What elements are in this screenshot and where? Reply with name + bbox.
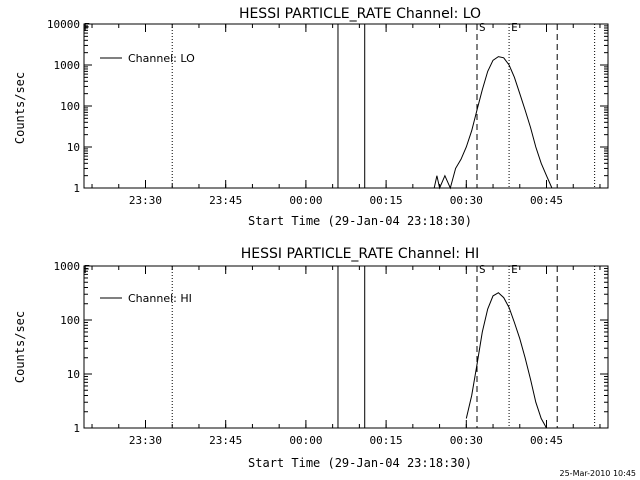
timestamp: 25-Mar-2010 10:45: [560, 469, 637, 478]
y-tick-label: 1: [73, 182, 80, 195]
flag-marker-f: F: [83, 263, 90, 276]
x-tick-label: 00:15: [370, 434, 403, 447]
x-tick-label: 23:30: [129, 194, 162, 207]
y-tick-label: 1000: [54, 260, 81, 273]
x-axis-label: Start Time (29-Jan-04 23:18:30): [248, 214, 472, 228]
x-tick-label: 00:45: [530, 194, 563, 207]
x-tick-label: 00:00: [289, 194, 322, 207]
x-tick-label: 00:15: [370, 194, 403, 207]
series-line: [465, 292, 547, 429]
chart-title: HESSI PARTICLE_RATE Channel: HI: [241, 246, 479, 262]
x-tick-label: 00:30: [450, 434, 483, 447]
x-tick-label: 00:45: [530, 434, 563, 447]
y-axis-label: Counts/sec: [13, 311, 27, 383]
series-line: [433, 56, 553, 190]
y-tick-label: 1000: [54, 59, 81, 72]
y-tick-label: 1: [73, 422, 80, 435]
y-axis-label: Counts/sec: [13, 72, 27, 144]
legend-label: Channel: HI: [128, 292, 192, 305]
y-tick-label: 100: [60, 100, 80, 113]
flag-marker-s: S: [479, 21, 486, 34]
x-tick-label: 23:30: [129, 434, 162, 447]
flag-marker-f: F: [83, 21, 90, 34]
chart-title: HESSI PARTICLE_RATE Channel: LO: [239, 6, 481, 22]
y-tick-label: 10000: [47, 18, 80, 31]
y-tick-label: 100: [60, 314, 80, 327]
plot-frame: [83, 265, 609, 429]
y-tick-label: 10: [67, 141, 80, 154]
x-tick-label: 23:45: [209, 194, 242, 207]
panel-hi: HESSI PARTICLE_RATE Channel: HI Start Ti…: [13, 246, 609, 470]
x-axis-label: Start Time (29-Jan-04 23:18:30): [248, 456, 472, 470]
x-tick-label: 00:00: [289, 434, 322, 447]
flag-marker-e: E: [511, 21, 518, 34]
flag-marker-s: S: [479, 263, 486, 276]
y-tick-label: 10: [67, 368, 80, 381]
flag-marker-e: E: [511, 263, 518, 276]
legend-label: Channel: LO: [128, 52, 195, 65]
panel-lo: HESSI PARTICLE_RATE Channel: LO Start Ti…: [13, 6, 609, 228]
plot-frame: [83, 23, 609, 189]
x-tick-label: 23:45: [209, 434, 242, 447]
x-tick-label: 00:30: [450, 194, 483, 207]
